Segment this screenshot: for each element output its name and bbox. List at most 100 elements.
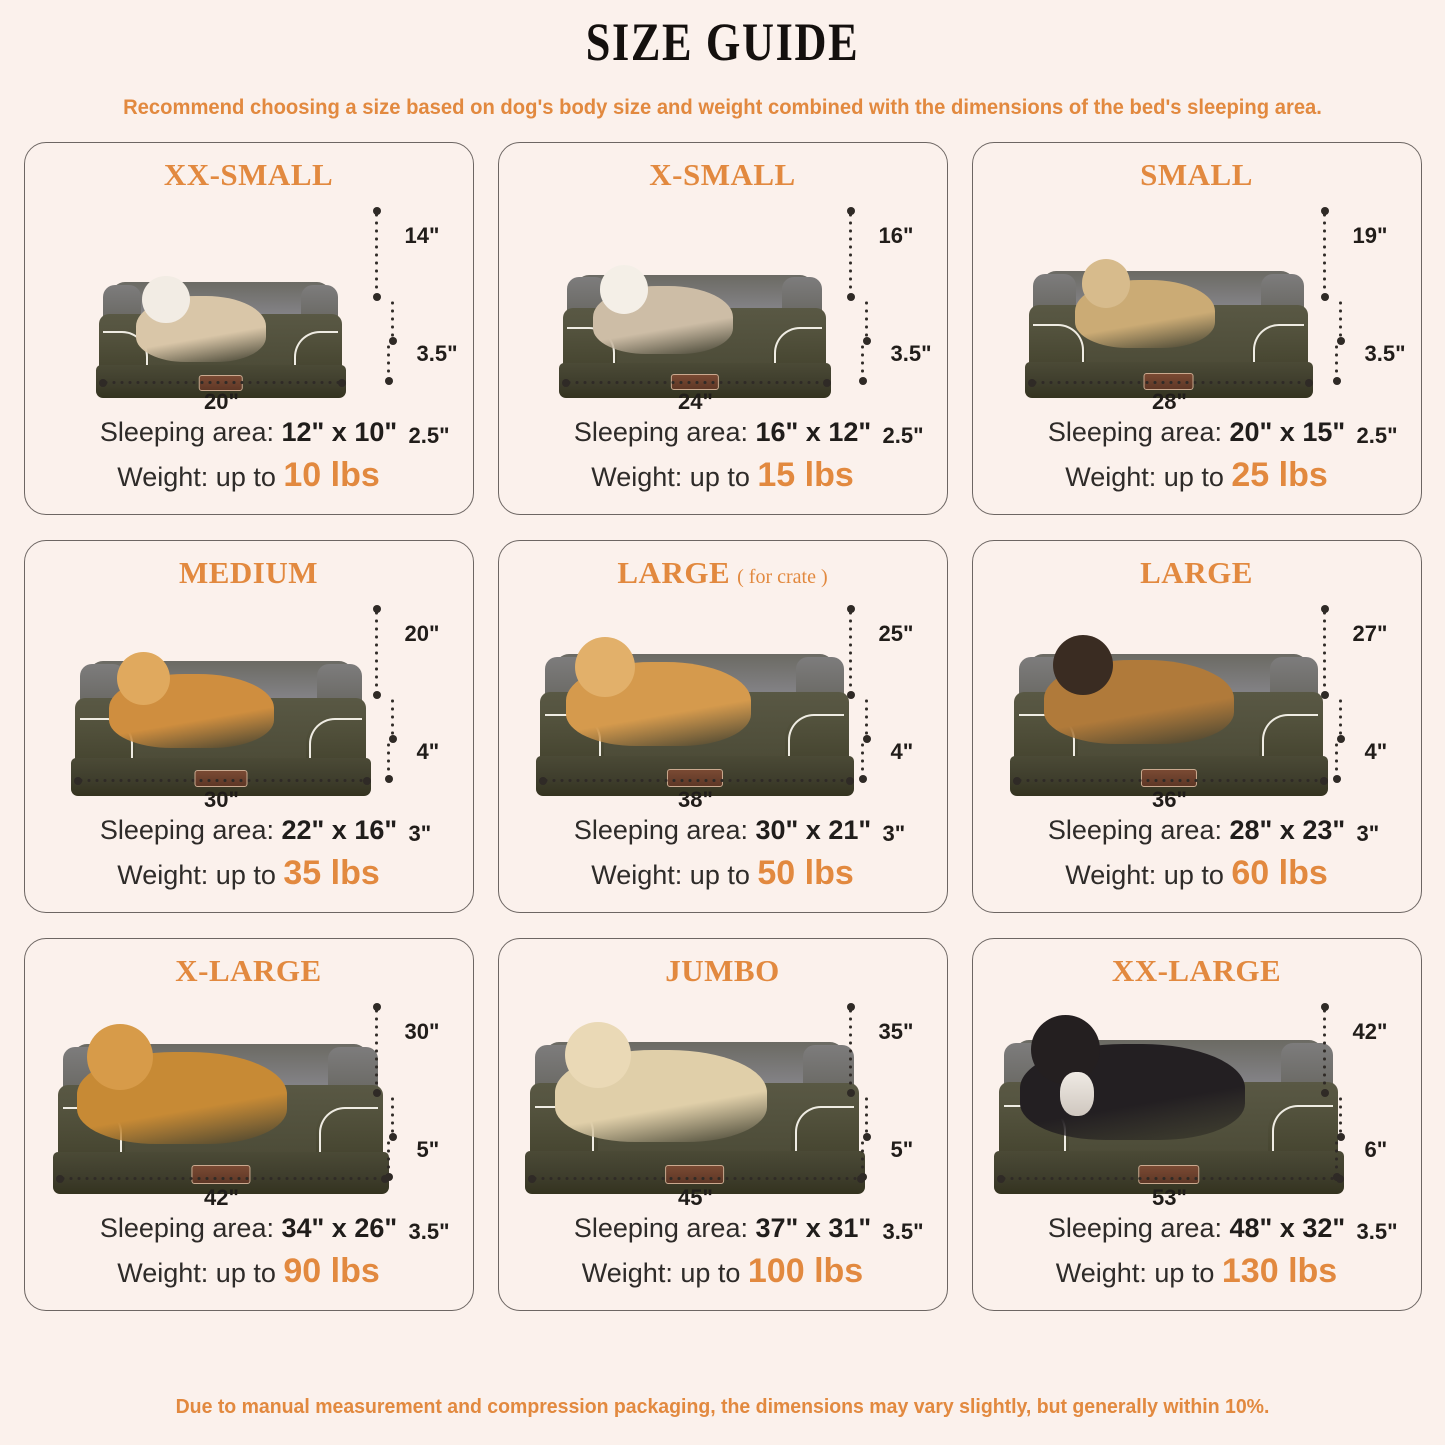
dimension-end-dot bbox=[858, 376, 867, 385]
size-card[interactable]: XX-SMALL 14" 3.5" 2.5" 20" Sleeping area: 12"… bbox=[23, 141, 474, 515]
dog-bed-graphic bbox=[95, 275, 346, 398]
width-end-dot bbox=[1304, 378, 1313, 387]
size-specs: Sleeping area: 30" x 21" Weight: up to 50… bbox=[499, 811, 947, 898]
dog-bed-graphic bbox=[1009, 634, 1328, 796]
bed-illustration: 42" 6" 3.5" bbox=[973, 989, 1421, 1244]
size-card[interactable]: LARGE 27" 4" 3" 36" Sleeping area: 28" x 23" W… bbox=[971, 539, 1422, 913]
width-dotted-line bbox=[76, 778, 367, 783]
size-card[interactable]: LARGE( for crate ) 25" 4" 3" 38" Sleeping are… bbox=[497, 539, 948, 913]
width-end-dot bbox=[527, 1174, 536, 1183]
size-card[interactable]: MEDIUM 20" 4" 3" 30" Sleeping area: 22" x 16"… bbox=[23, 539, 474, 913]
sleeping-area-line: Sleeping area: 28" x 23" bbox=[973, 811, 1421, 849]
dimension-label: 3.5" bbox=[408, 1218, 450, 1244]
bed-brand-tag bbox=[1140, 768, 1197, 787]
sleeping-area-label: Sleeping area: bbox=[99, 417, 282, 448]
width-label: 45" bbox=[678, 1184, 713, 1210]
pet-head bbox=[1053, 634, 1114, 695]
dimension-end-dot bbox=[846, 1002, 855, 1011]
vertical-dimensions: 16" 3.5" 2.5" bbox=[831, 203, 941, 448]
dimension-dotted-line bbox=[864, 1094, 868, 1137]
dimension-dotted-line bbox=[390, 696, 394, 739]
dimension-end-dot bbox=[372, 1088, 381, 1097]
width-dotted-line bbox=[564, 380, 827, 385]
width-label: 20" bbox=[204, 388, 239, 414]
vertical-dimensions: 25" 4" 3" bbox=[831, 601, 941, 846]
pet-head bbox=[1030, 1014, 1100, 1084]
dimension-label: 20" bbox=[404, 620, 440, 646]
weight-value: 100 lbs bbox=[747, 1252, 864, 1291]
size-card-title: JUMBO bbox=[499, 939, 947, 989]
dimension-end-dot bbox=[862, 336, 871, 345]
width-dotted-line bbox=[999, 1176, 1340, 1181]
dimension-end-dot bbox=[388, 1132, 397, 1141]
size-card[interactable]: X-LARGE 30" 5" 3.5" 42" Sleeping area: 34" x … bbox=[23, 937, 474, 1311]
bed-illustration: 19" 3.5" 2.5" bbox=[973, 193, 1421, 448]
sleeping-area-value: 28" x 23" bbox=[1229, 815, 1346, 846]
weight-line: Weight: up to 90 lbs bbox=[25, 1247, 473, 1295]
pet-illustration bbox=[76, 1024, 287, 1144]
size-card[interactable]: XX-LARGE 42" 6" 3.5" 53" Sleeping area: 48" x… bbox=[971, 937, 1422, 1311]
footnote-disclaimer: Due to manual measurement and compressio… bbox=[175, 1395, 1270, 1418]
dimension-dotted-line bbox=[390, 298, 394, 341]
size-name: JUMBO bbox=[665, 952, 780, 988]
size-card[interactable]: SMALL 19" 3.5" 2.5" 28" Sleeping area: 20" x … bbox=[971, 141, 1422, 515]
pet-illustration bbox=[1074, 259, 1215, 348]
weight-value: 130 lbs bbox=[1221, 1252, 1338, 1291]
pet-illustration bbox=[108, 651, 274, 748]
dimension-dotted-line bbox=[386, 342, 390, 381]
dimension-end-dot bbox=[1320, 604, 1329, 613]
bed-brand-tag bbox=[194, 769, 247, 788]
width-end-dot bbox=[822, 378, 831, 387]
page-title: SIZE GUIDE bbox=[585, 12, 860, 72]
dimension-end-dot bbox=[372, 206, 381, 215]
size-name: SMALL bbox=[1140, 156, 1253, 192]
dimension-label: 4" bbox=[890, 738, 914, 764]
sleeping-area-line: Sleeping area: 37" x 31" bbox=[499, 1209, 947, 1247]
dimension-end-dot bbox=[1320, 292, 1329, 301]
vertical-dimensions: 20" 4" 3" bbox=[357, 601, 467, 846]
dimension-dotted-line bbox=[374, 608, 378, 695]
dimension-label: 3.5" bbox=[1356, 1218, 1398, 1244]
size-specs: Sleeping area: 34" x 26" Weight: up to 90… bbox=[25, 1209, 473, 1296]
sleeping-area-line: Sleeping area: 16" x 12" bbox=[499, 413, 947, 451]
dimension-label: 2.5" bbox=[882, 422, 924, 448]
sleeping-area-label: Sleeping area: bbox=[1047, 1213, 1230, 1244]
weight-value: 35 lbs bbox=[283, 854, 380, 893]
sleeping-area-value: 20" x 15" bbox=[1229, 417, 1346, 448]
sleeping-area-value: 22" x 16" bbox=[281, 815, 398, 846]
dimension-label: 25" bbox=[878, 620, 914, 646]
weight-line: Weight: up to 15 lbs bbox=[499, 451, 947, 499]
weight-label: Weight: up to bbox=[591, 860, 758, 891]
bed-illustration: 14" 3.5" 2.5" bbox=[25, 193, 473, 448]
dimension-label: 4" bbox=[416, 738, 440, 764]
dimension-end-dot bbox=[1336, 1132, 1345, 1141]
sleeping-area-value: 30" x 21" bbox=[755, 815, 872, 846]
dog-bed-graphic bbox=[524, 1022, 865, 1194]
vertical-dimensions: 19" 3.5" 2.5" bbox=[1305, 203, 1415, 448]
pet-head bbox=[1081, 259, 1131, 309]
pet-head bbox=[599, 265, 649, 315]
width-label: 28" bbox=[1152, 388, 1187, 414]
weight-line: Weight: up to 25 lbs bbox=[973, 451, 1421, 499]
width-label: 38" bbox=[678, 786, 713, 812]
sleeping-area-label: Sleeping area: bbox=[1047, 417, 1230, 448]
width-end-dot bbox=[1012, 776, 1021, 785]
pet-illustration bbox=[554, 1022, 767, 1142]
width-end-dot bbox=[55, 1174, 64, 1183]
width-label: 42" bbox=[204, 1184, 239, 1210]
size-specs: Sleeping area: 16" x 12" Weight: up to 15… bbox=[499, 413, 947, 500]
dimension-label: 27" bbox=[1352, 620, 1388, 646]
width-end-dot bbox=[380, 1174, 389, 1183]
dog-bed-graphic bbox=[52, 1024, 389, 1194]
weight-line: Weight: up to 35 lbs bbox=[25, 849, 473, 897]
weight-value: 50 lbs bbox=[757, 854, 854, 893]
width-end-dot bbox=[337, 378, 346, 387]
dimension-end-dot bbox=[372, 1002, 381, 1011]
bed-brand-tag bbox=[666, 768, 723, 787]
size-card[interactable]: X-SMALL 16" 3.5" 2.5" 24" Sleeping area: 16" … bbox=[497, 141, 948, 515]
width-end-dot bbox=[561, 378, 570, 387]
bed-illustration: 25" 4" 3" bbox=[499, 591, 947, 846]
size-card[interactable]: JUMBO 35" 5" 3.5" 45" Sleeping area: 37" x 31… bbox=[497, 937, 948, 1311]
bed-right-piping bbox=[1271, 1105, 1333, 1157]
size-card-title: MEDIUM bbox=[25, 541, 473, 591]
